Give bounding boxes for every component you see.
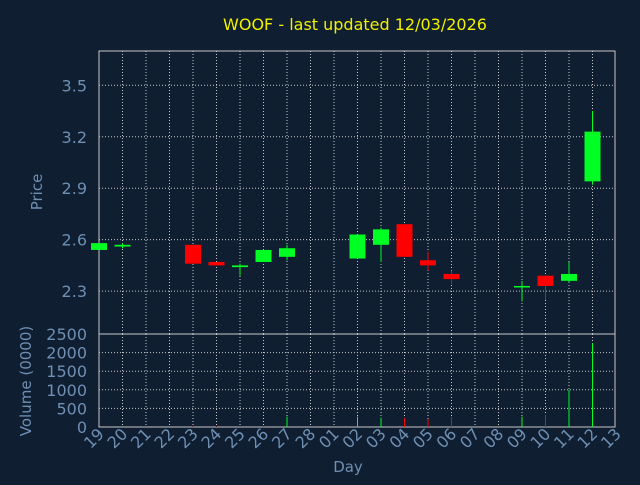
candle-body (396, 224, 413, 257)
price-tick-label: 2.3 (62, 282, 87, 301)
candle-body (537, 275, 554, 286)
day-tick-label: 13 (597, 424, 625, 452)
candle-body (232, 265, 248, 268)
day-axis-label: Day (333, 458, 363, 476)
price-tick-label: 2.9 (62, 179, 87, 198)
price-tick-label: 3.5 (62, 76, 87, 95)
volume-tick-label: 2500 (46, 325, 87, 344)
chart-title: WOOF - last updated 12/03/2026 (223, 15, 487, 34)
candle-body (114, 244, 131, 247)
price-tick-label: 3.2 (62, 128, 87, 147)
candle-body (208, 261, 225, 266)
candle-body (185, 244, 201, 264)
candle-body (443, 273, 460, 280)
candle-body (420, 260, 436, 266)
candle-body (91, 243, 107, 250)
candle-body (514, 285, 530, 288)
volume-tick-label: 2000 (46, 344, 87, 363)
candle-body (279, 248, 295, 257)
volume-tick-label: 1000 (46, 381, 87, 400)
volume-tick-label: 0 (77, 418, 87, 437)
volume-tick-label: 500 (56, 399, 87, 418)
volume-axis-label: Volume (0000) (17, 326, 35, 436)
candle-body (584, 131, 601, 182)
volume-plot-frame (98, 333, 616, 428)
price-axis-label: Price (28, 174, 46, 211)
candle-body (349, 234, 366, 259)
price-tick-label: 2.6 (62, 231, 87, 250)
candle-body (561, 273, 577, 281)
volume-tick-label: 1500 (46, 362, 87, 381)
candle-body (255, 249, 272, 262)
candle-body (373, 229, 389, 245)
